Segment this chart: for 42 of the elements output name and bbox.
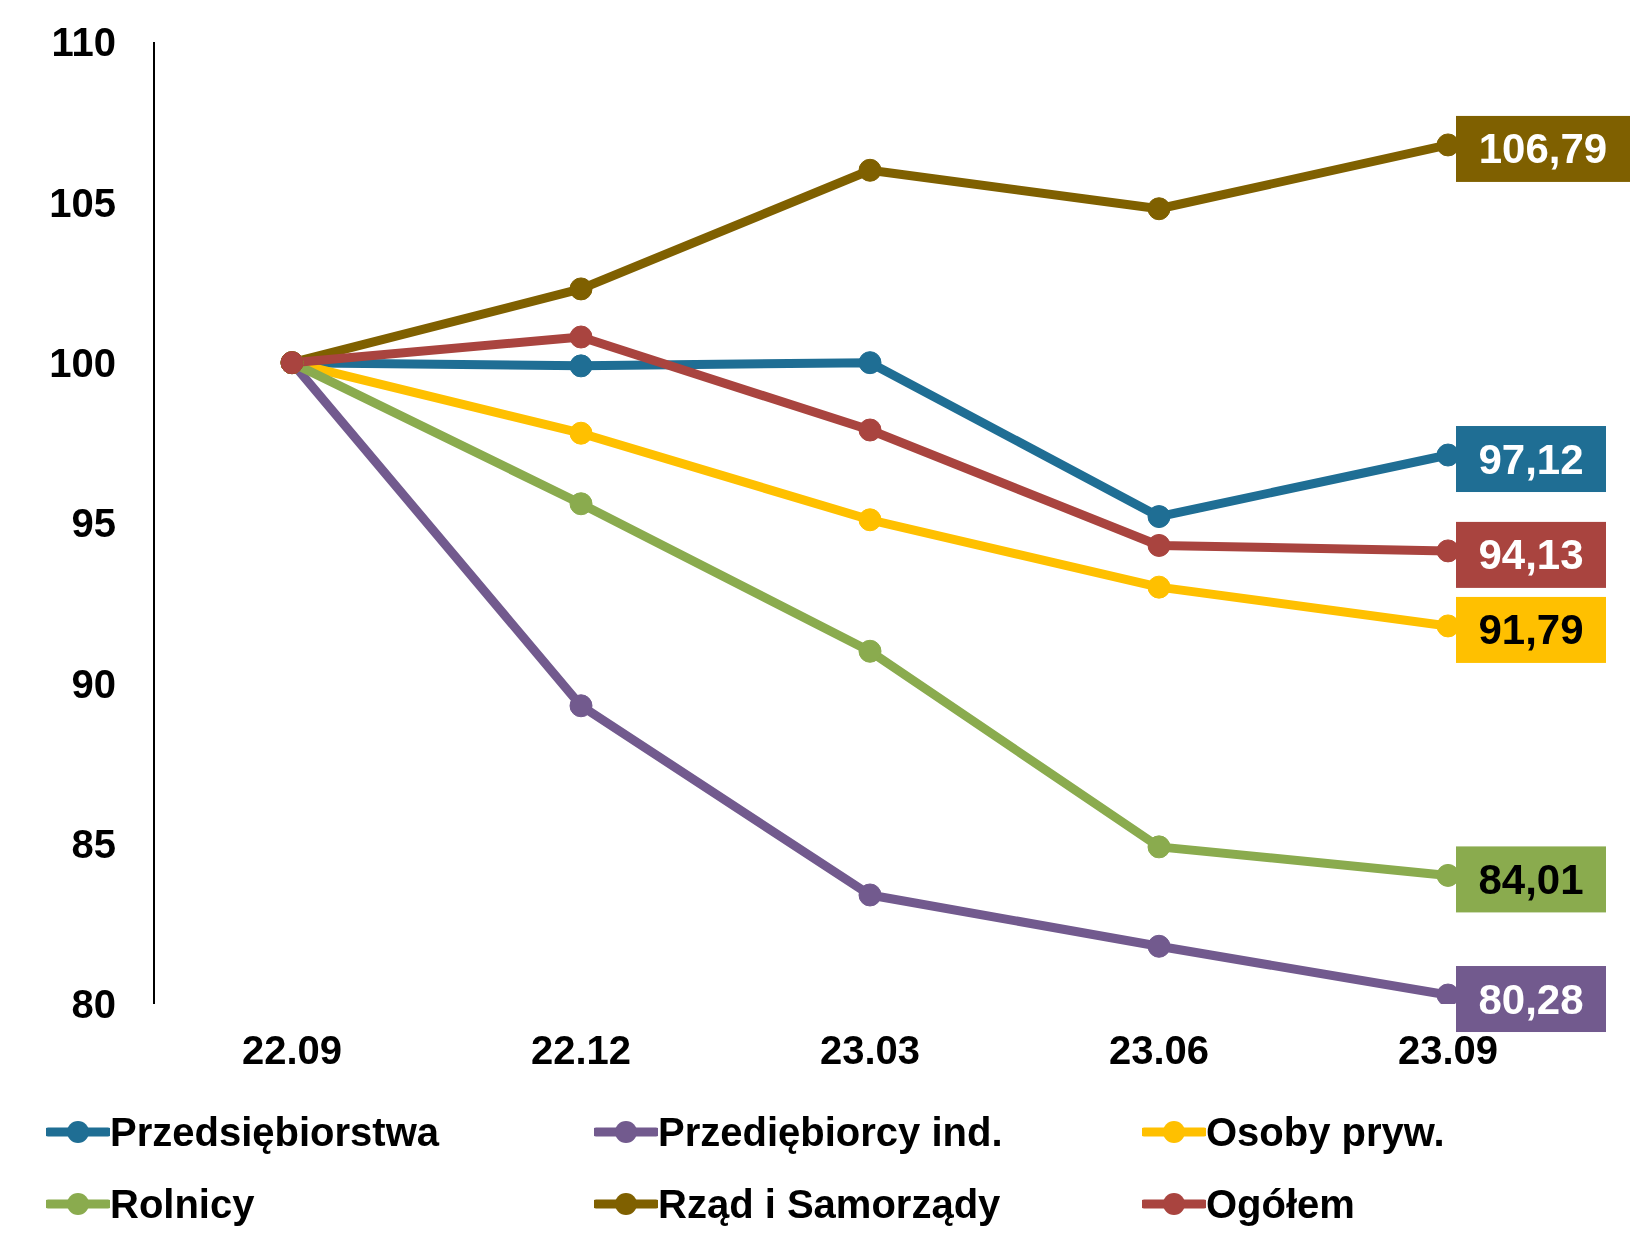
data-label: 91,79 — [1478, 606, 1584, 654]
x-tick-label: 23.06 — [1108, 1028, 1210, 1073]
x-tick-label: 22.09 — [241, 1028, 343, 1073]
point — [1147, 505, 1171, 529]
y-tick-label: 90 — [71, 661, 116, 706]
y-tick-label: 110 — [51, 20, 116, 65]
legend-label: Rząd i Samorządy — [658, 1181, 1001, 1227]
point — [1147, 197, 1171, 221]
y-tick-label: 100 — [49, 340, 116, 385]
data-label: 106,79 — [1478, 125, 1608, 173]
point — [858, 158, 882, 182]
point — [569, 325, 593, 349]
x-tick-label: 23.09 — [1397, 1028, 1499, 1073]
point — [569, 354, 593, 378]
point — [569, 694, 593, 718]
legend-label: Rolnicy — [110, 1181, 255, 1227]
point — [858, 639, 882, 663]
point — [858, 883, 882, 907]
legend-label: Przedsiębiorstwa — [110, 1109, 440, 1155]
data-label: 97,12 — [1478, 435, 1584, 483]
point — [569, 492, 593, 516]
data-label: 94,13 — [1478, 531, 1584, 579]
point — [858, 351, 882, 375]
data-label: 84,01 — [1478, 855, 1584, 903]
data-label: 80,28 — [1478, 975, 1584, 1023]
point — [858, 418, 882, 442]
x-tick-label: 23.03 — [819, 1028, 921, 1073]
point — [1147, 934, 1171, 958]
point — [569, 421, 593, 445]
point — [1147, 835, 1171, 859]
legend-label: Przediębiorcy ind. — [658, 1109, 1003, 1155]
y-tick-label: 80 — [71, 982, 116, 1027]
y-tick-label: 105 — [49, 180, 116, 225]
point — [858, 508, 882, 532]
legend-label: Ogółem — [1206, 1181, 1355, 1227]
x-tick-label: 22.12 — [530, 1028, 632, 1073]
point — [569, 277, 593, 301]
y-tick-label: 85 — [71, 821, 116, 866]
legend-label: Osoby pryw. — [1206, 1109, 1445, 1155]
point — [1147, 533, 1171, 557]
y-tick-label: 95 — [71, 501, 116, 546]
point — [1147, 575, 1171, 599]
